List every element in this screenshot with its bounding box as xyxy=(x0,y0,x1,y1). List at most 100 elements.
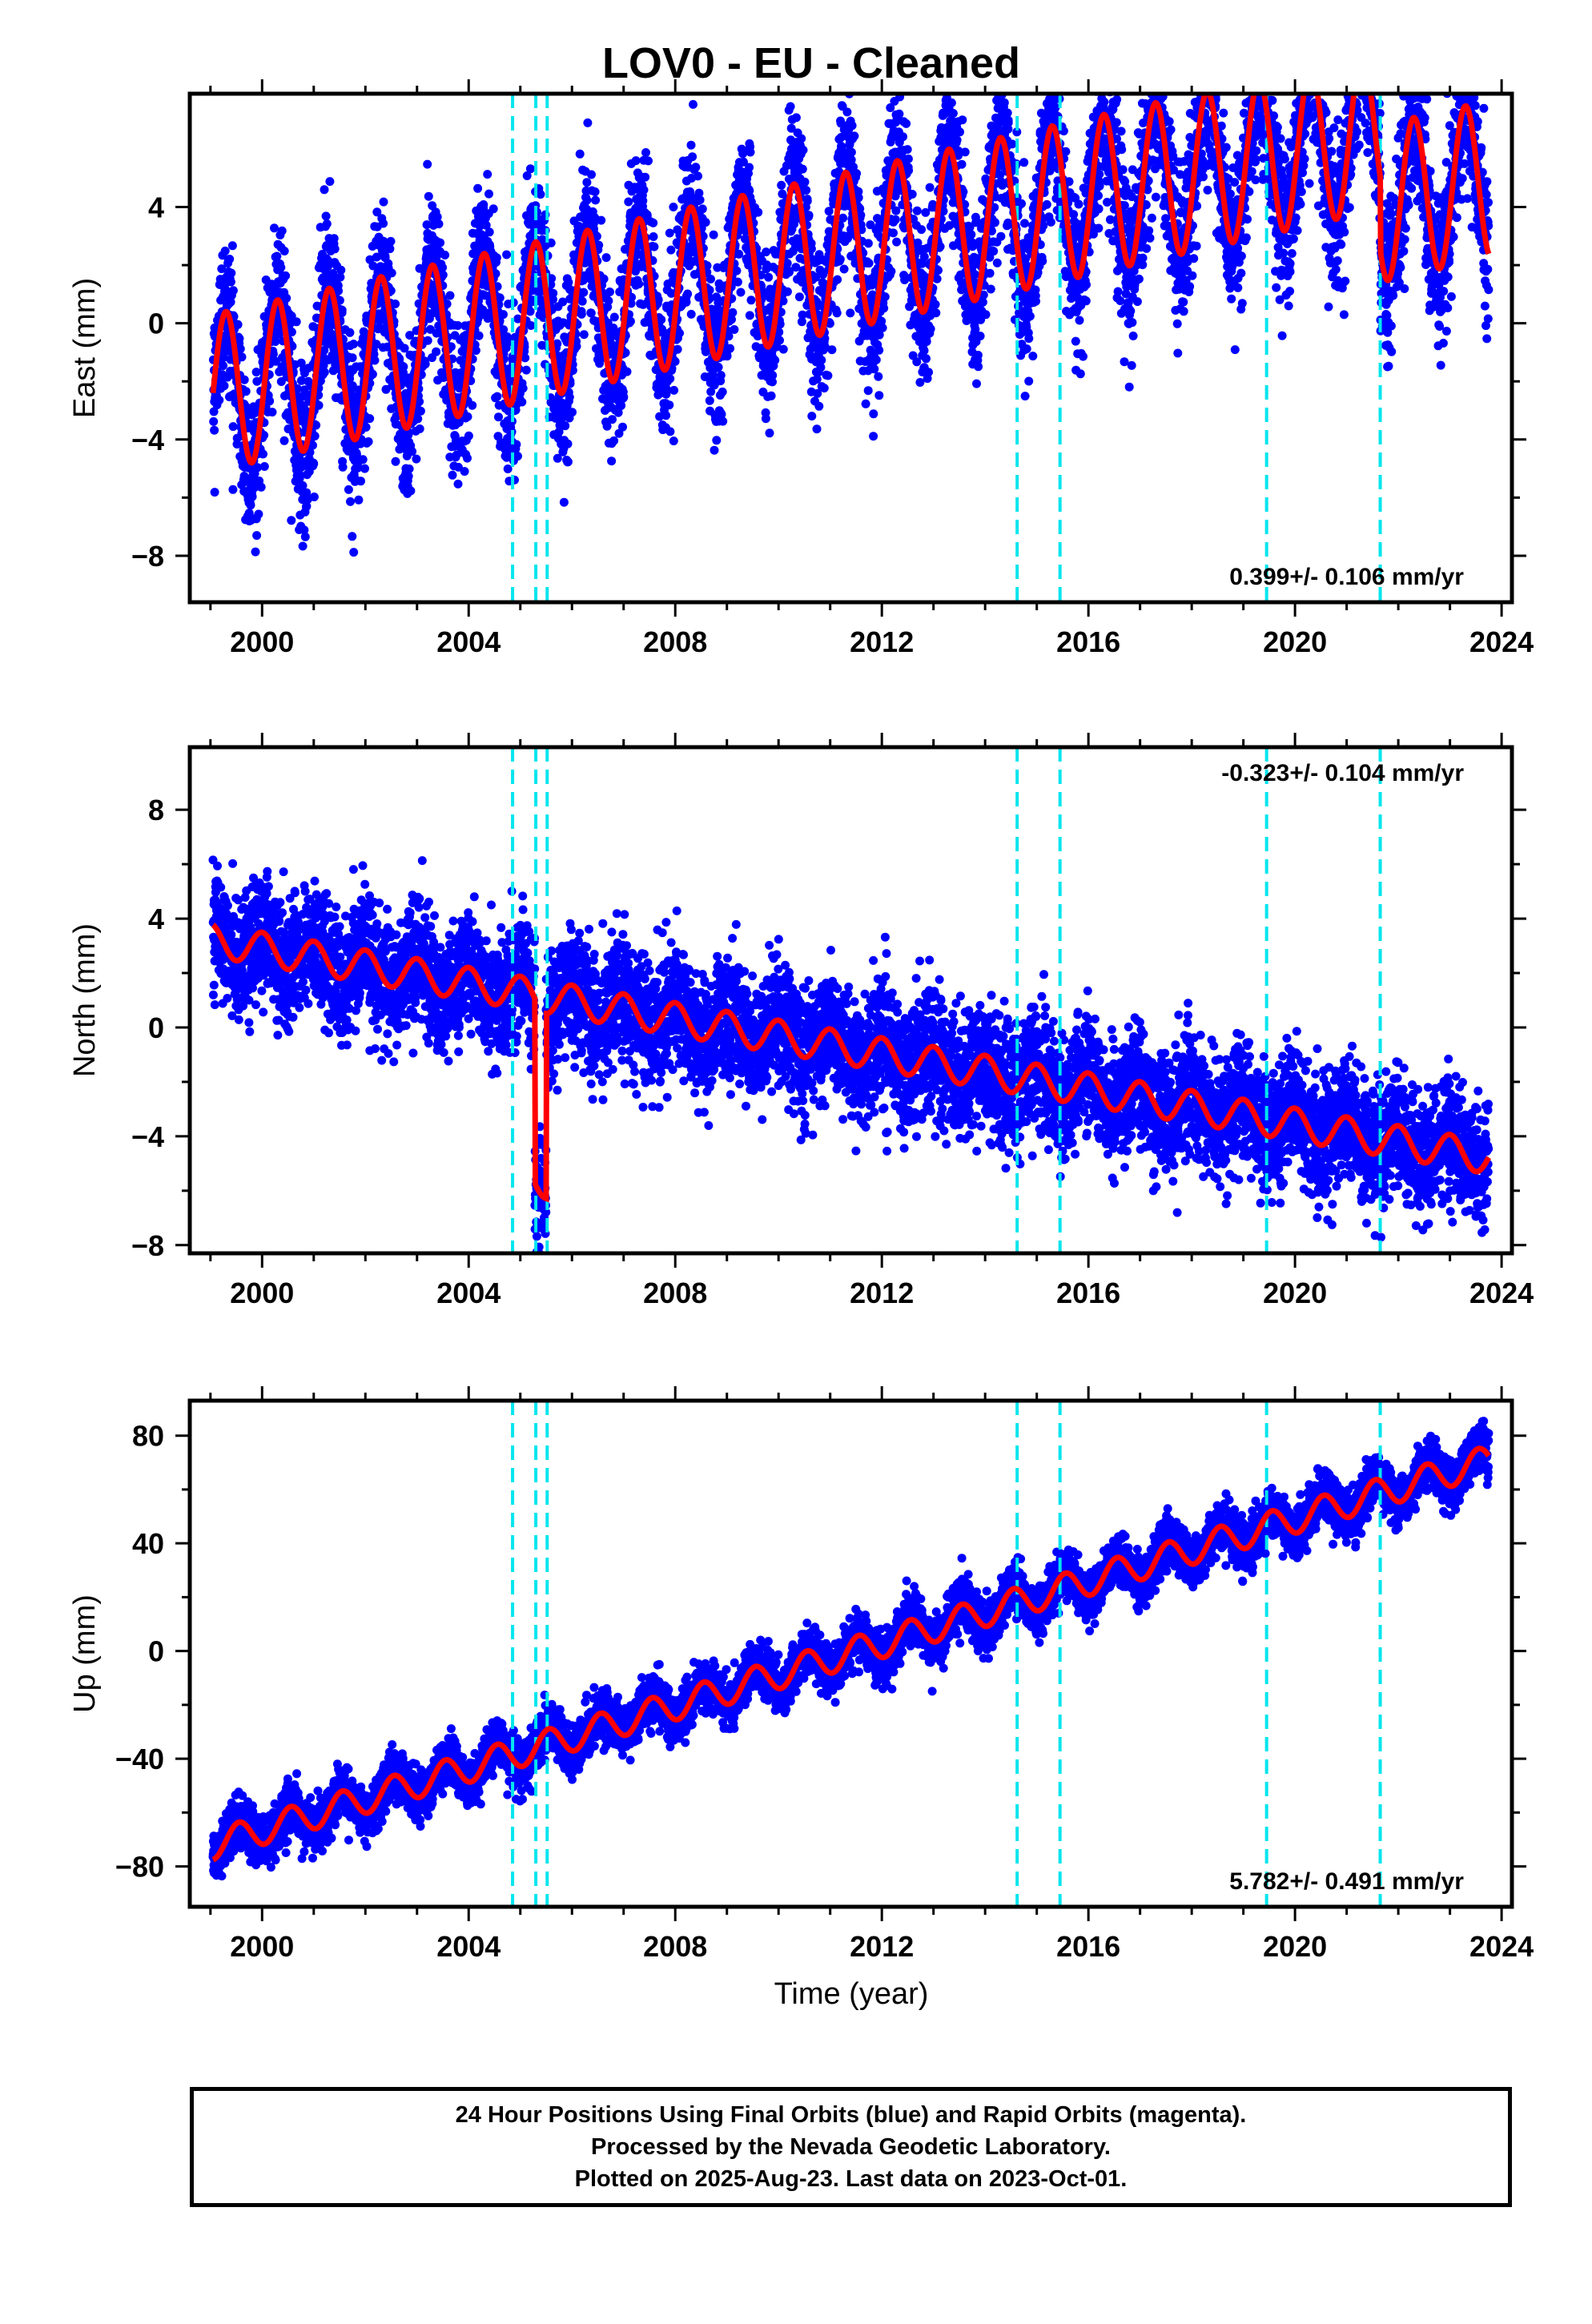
data-point xyxy=(400,344,409,353)
data-point xyxy=(312,301,322,311)
data-point xyxy=(852,169,862,179)
data-point xyxy=(701,218,710,227)
data-point xyxy=(974,362,983,372)
data-point xyxy=(312,420,321,430)
data-point xyxy=(619,392,629,402)
data-point xyxy=(296,376,306,385)
data-point xyxy=(502,250,512,259)
data-point xyxy=(1007,139,1017,149)
data-point xyxy=(665,427,675,436)
data-point xyxy=(265,396,275,406)
data-point xyxy=(480,291,490,300)
data-point xyxy=(754,207,763,217)
data-point xyxy=(683,289,693,299)
data-point xyxy=(864,259,874,268)
data-point xyxy=(922,337,931,346)
data-point xyxy=(215,396,224,405)
data-point xyxy=(324,261,333,271)
data-point xyxy=(572,342,581,351)
data-point xyxy=(308,440,317,450)
data-point xyxy=(892,237,902,247)
data-point xyxy=(608,415,617,424)
data-point xyxy=(863,239,873,248)
data-point xyxy=(219,381,229,391)
data-point xyxy=(666,245,676,255)
data-point xyxy=(522,171,532,180)
data-point xyxy=(442,300,452,308)
data-point xyxy=(745,163,754,172)
data-point xyxy=(445,291,455,300)
data-point xyxy=(322,219,332,228)
data-point xyxy=(300,532,310,541)
data-point xyxy=(546,238,556,247)
data-point xyxy=(817,356,826,365)
data-point xyxy=(320,185,329,195)
data-point xyxy=(832,308,842,318)
data-point xyxy=(432,347,441,356)
data-point xyxy=(698,204,707,214)
data-point xyxy=(722,352,732,361)
data-point xyxy=(814,401,824,411)
data-point xyxy=(850,131,859,141)
data-point xyxy=(903,154,913,163)
data-point xyxy=(846,147,856,157)
data-point xyxy=(247,492,257,501)
data-point xyxy=(328,269,338,278)
data-point xyxy=(501,344,511,352)
data-point xyxy=(639,185,649,195)
data-point xyxy=(912,206,922,215)
data-point xyxy=(955,127,964,137)
data-point xyxy=(512,440,521,449)
data-point xyxy=(561,421,570,431)
data-point xyxy=(886,267,896,276)
data-point xyxy=(689,99,698,109)
data-point xyxy=(253,463,262,472)
data-point xyxy=(726,344,735,353)
data-point xyxy=(517,397,527,407)
data-point xyxy=(415,424,424,433)
data-point xyxy=(907,190,917,199)
data-point xyxy=(575,149,585,159)
data-point xyxy=(233,320,243,329)
data-point xyxy=(869,409,878,419)
data-point xyxy=(412,454,421,464)
data-point xyxy=(361,423,371,432)
data-point xyxy=(239,375,249,384)
data-point xyxy=(298,541,308,551)
data-point xyxy=(705,396,714,405)
data-point xyxy=(463,412,472,421)
data-point xyxy=(869,432,878,441)
data-point xyxy=(599,274,609,283)
data-point xyxy=(473,183,483,193)
data-point xyxy=(587,170,596,179)
data-point xyxy=(453,321,463,330)
data-point xyxy=(782,287,792,296)
data-point xyxy=(614,428,624,438)
data-point xyxy=(399,362,408,372)
data-point xyxy=(310,432,320,440)
data-point xyxy=(733,277,742,287)
data-point xyxy=(874,391,884,400)
data-point xyxy=(745,311,754,320)
data-point xyxy=(504,406,513,416)
data-point xyxy=(675,328,684,338)
data-point xyxy=(292,384,302,393)
data-point xyxy=(981,310,991,320)
data-point xyxy=(460,467,469,476)
data-point xyxy=(986,284,995,294)
data-point xyxy=(902,119,911,128)
data-point xyxy=(631,156,641,166)
data-point xyxy=(368,369,377,379)
data-point xyxy=(889,228,898,238)
data-point xyxy=(453,479,463,489)
data-point xyxy=(601,253,611,263)
data-point xyxy=(387,268,396,278)
data-point xyxy=(718,416,728,426)
data-point xyxy=(436,238,445,247)
data-point xyxy=(716,371,726,380)
data-point xyxy=(559,497,569,507)
data-point xyxy=(494,412,503,422)
data-point xyxy=(960,147,970,157)
data-point xyxy=(582,195,592,205)
